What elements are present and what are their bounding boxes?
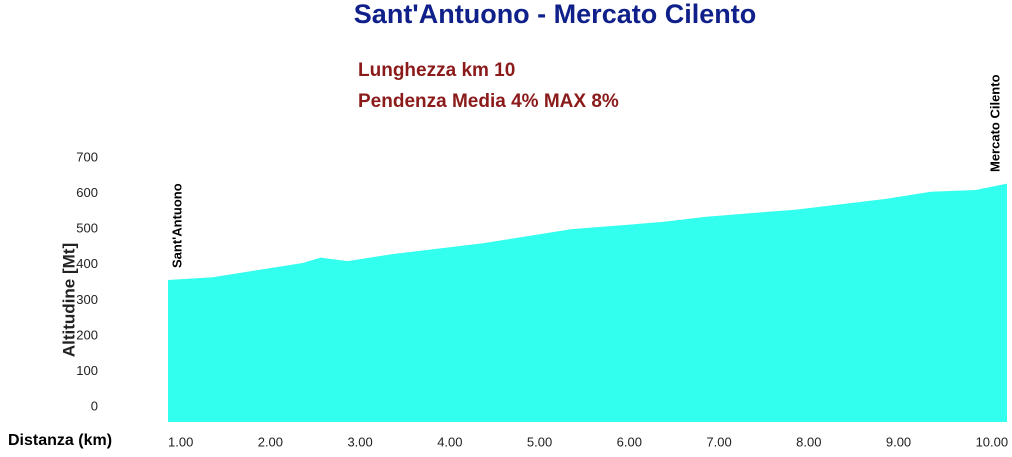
place-label: Sant'Antuono bbox=[169, 183, 184, 268]
x-tick-label: 9.00 bbox=[886, 434, 911, 449]
x-tick-label: 7.00 bbox=[706, 434, 731, 449]
y-tick-label: 500 bbox=[76, 221, 98, 236]
y-tick-label: 400 bbox=[76, 256, 98, 271]
y-tick-label: 100 bbox=[76, 363, 98, 378]
annotation: Lunghezza km 10 bbox=[358, 60, 515, 81]
x-tick-label: 4.00 bbox=[437, 434, 462, 449]
x-axis-label: Distanza (km) bbox=[8, 432, 112, 449]
y-tick-label: 200 bbox=[76, 327, 98, 342]
y-tick-label: 600 bbox=[76, 185, 98, 200]
x-tick-label: 8.00 bbox=[796, 434, 821, 449]
y-tick-label: 700 bbox=[76, 149, 98, 164]
y-axis-label: Altitudine [Mt] bbox=[59, 243, 78, 357]
x-tick-label: 6.00 bbox=[617, 434, 642, 449]
x-tick-label: 2.00 bbox=[258, 434, 283, 449]
annotation: Pendenza Media 4% MAX 8% bbox=[358, 91, 619, 112]
chart-title: Sant'Antuono - Mercato Cilento bbox=[354, 0, 756, 29]
x-tick-label: 5.00 bbox=[527, 434, 552, 449]
y-tick-label: 300 bbox=[76, 292, 98, 307]
x-tick-label: 10.00 bbox=[976, 434, 1009, 449]
area bbox=[168, 183, 1007, 422]
y-tick-label: 0 bbox=[91, 398, 98, 413]
place-label: Mercato Cilento bbox=[987, 74, 1002, 172]
x-tick-label: 1.00 bbox=[168, 434, 193, 449]
x-tick-label: 3.00 bbox=[347, 434, 372, 449]
